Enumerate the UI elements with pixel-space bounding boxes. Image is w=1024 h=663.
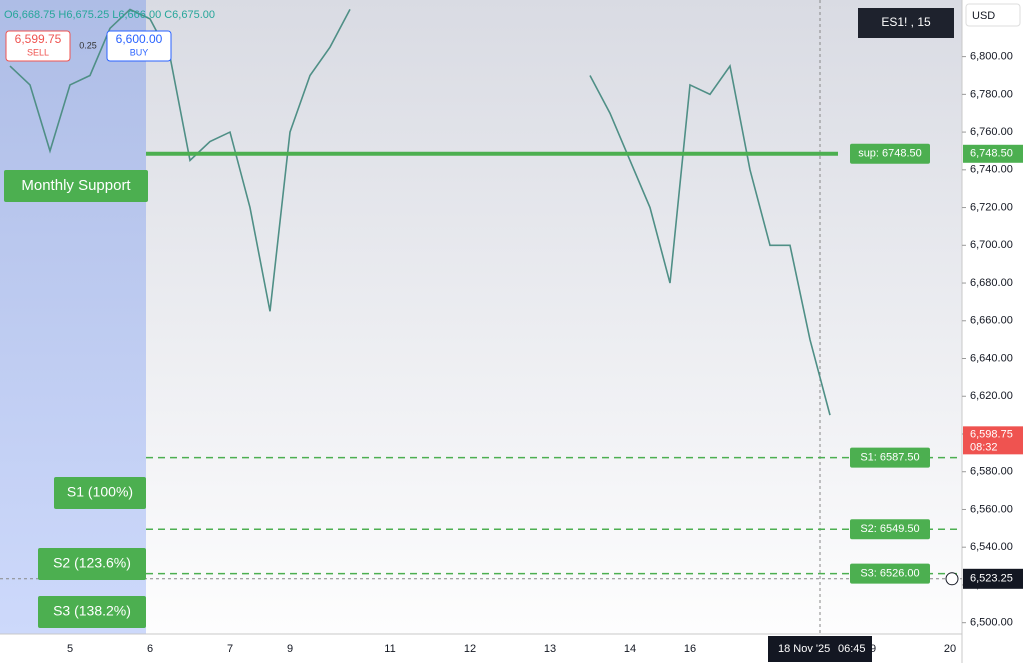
price-tag: [963, 144, 1023, 163]
x-tick-label: 5: [67, 643, 73, 655]
x-tick-label: 12: [464, 643, 476, 655]
y-tick-label: 6,680.00: [970, 277, 1013, 289]
symbol-box: [858, 8, 954, 38]
x-tick-label: 13: [544, 643, 556, 655]
crosshair-price: 6,523.25: [970, 573, 1013, 585]
crosshair-tag: [963, 568, 1023, 589]
buy-label: BUY: [130, 47, 149, 57]
price-tag-label: 6,748.50: [970, 148, 1013, 160]
y-tick-label: 6,760.00: [970, 126, 1013, 138]
level-tag-label: sup: 6748.50: [858, 148, 922, 160]
x-tick-label: 14: [624, 643, 636, 655]
level-name: S3 (138.2%): [53, 603, 131, 619]
last-price-tag: [963, 426, 1023, 455]
level-box: [38, 548, 146, 580]
last-price: 6,598.75: [970, 428, 1013, 440]
y-tick-label: 6,720.00: [970, 201, 1013, 213]
x-tick-label: 6: [147, 643, 153, 655]
level-tag-label: S3: 6526.00: [860, 568, 919, 580]
y-tick-label: 6,640.00: [970, 352, 1013, 364]
y-tick-label: 6,660.00: [970, 315, 1013, 327]
x-tick-label: 7: [227, 643, 233, 655]
price-line: [589, 64, 831, 416]
sell-label: SELL: [27, 47, 49, 57]
level-tag: [850, 563, 930, 584]
crosshair-time: 06:45: [838, 643, 866, 655]
level-tag-label: S2: 6549.50: [860, 523, 919, 535]
y-tick-label: 6,700.00: [970, 239, 1013, 251]
level-tag: [850, 143, 930, 164]
time-tag: [768, 636, 872, 662]
y-tick-label: 6,780.00: [970, 88, 1013, 100]
y-tick-label: 6,560.00: [970, 503, 1013, 515]
currency-button[interactable]: [965, 3, 1021, 27]
level-name: S2 (123.6%): [53, 555, 131, 571]
crosshair-plus: [945, 572, 959, 586]
y-tick-label: 6,540.00: [970, 541, 1013, 553]
crosshair-date: 18 Nov '25: [778, 643, 830, 655]
buy-price: 6,600.00: [116, 32, 163, 46]
level-tag: [850, 519, 930, 540]
y-tick-label: 6,620.00: [970, 390, 1013, 402]
sell-button[interactable]: [5, 30, 71, 62]
x-tick-label: 11: [384, 643, 395, 655]
buy-button[interactable]: [106, 30, 172, 62]
level-box: [54, 477, 146, 509]
y-tick-label: 6,500.00: [970, 617, 1013, 629]
level-tag: [850, 447, 930, 468]
currency: USD: [972, 10, 995, 22]
level-name: Monthly Support: [21, 177, 131, 194]
level-name: S1 (100%): [67, 484, 133, 500]
price-axis: [962, 0, 1024, 663]
x-tick-label: 20: [944, 643, 956, 655]
spread: 0.25: [79, 40, 97, 50]
countdown: 08:32: [970, 441, 998, 453]
x-tick-label: 9: [287, 643, 293, 655]
y-tick-label: 6,580.00: [970, 466, 1013, 478]
ohlc: O6,668.75 H6,675.25 L6,666.00 C6,675.00: [4, 9, 215, 21]
price-line: [9, 8, 351, 312]
sell-price: 6,599.75: [15, 32, 62, 46]
y-tick-label: 6,740.00: [970, 164, 1013, 176]
y-tick-label: 6,800.00: [970, 51, 1013, 63]
level-box: [4, 170, 148, 202]
symbol: ES1! , 15: [881, 15, 931, 29]
level-box: [38, 596, 146, 628]
level-tag-label: S1: 6587.50: [860, 451, 919, 463]
support-zone: [0, 0, 146, 634]
x-tick-label: 16: [684, 643, 696, 655]
